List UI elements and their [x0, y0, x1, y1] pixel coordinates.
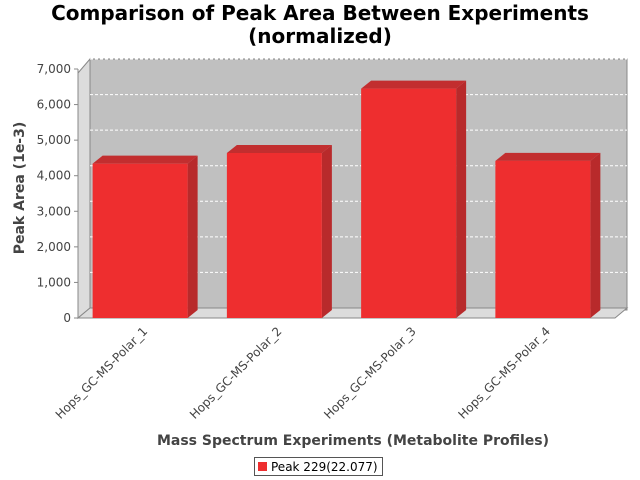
y-tick-label-3: 3,000: [37, 204, 71, 218]
bar-4: [495, 152, 601, 318]
y-tick-label-5: 5,000: [37, 133, 71, 147]
bar-side-4: [590, 152, 601, 318]
bar-3: [361, 80, 467, 319]
bar-front-2: [226, 152, 322, 318]
y-tick-label-0: 0: [63, 311, 71, 325]
y-axis-ticks: 0 1,000 2,000 3,000 4,000 5,000 6,000 7,000: [37, 62, 78, 325]
x-tick-label-4: Hops_GC-MS-Polar_4: [455, 324, 553, 422]
bar-top-3: [361, 80, 467, 89]
x-tick-label-2: Hops_GC-MS-Polar_2: [187, 324, 285, 422]
legend: Peak 229(22.077): [254, 457, 383, 476]
bar-front-1: [92, 163, 188, 318]
legend-label: Peak 229(22.077): [271, 459, 378, 474]
bar-side-1: [187, 155, 198, 318]
chart-title-line-2: (normalized): [248, 24, 392, 48]
x-tick-label-1: Hops_GC-MS-Polar_1: [53, 324, 151, 422]
chart-title: Comparison of Peak Area Between Experime…: [0, 2, 640, 48]
bar-front-3: [361, 88, 457, 319]
bars: [92, 80, 601, 319]
chart-title-line-1: Comparison of Peak Area Between Experime…: [51, 1, 589, 25]
bar-top-1: [92, 155, 198, 164]
y-tick-label-7: 7,000: [37, 62, 71, 76]
plot-side-wall: [77, 57, 91, 320]
y-tick-label-6: 6,000: [37, 98, 71, 112]
y-tick-label-1: 1,000: [37, 275, 71, 289]
bar-front-4: [495, 160, 591, 318]
legend-swatch: [258, 462, 267, 471]
x-axis-ticks: Hops_GC-MS-Polar_1 Hops_GC-MS-Polar_2 Hops…: [53, 324, 553, 422]
x-axis-title: Mass Spectrum Experiments (Metabolite Pr…: [157, 433, 549, 449]
bar-top-4: [495, 152, 601, 161]
bar-2: [226, 144, 332, 318]
y-tick-label-2: 2,000: [37, 240, 71, 254]
bar-side-2: [321, 144, 332, 318]
x-tick-label-3: Hops_GC-MS-Polar_3: [321, 324, 419, 422]
bar-top-2: [226, 144, 332, 153]
y-tick-label-4: 4,000: [37, 169, 71, 183]
y-axis-title: Peak Area (1e-3): [12, 122, 28, 255]
bar-side-3: [456, 80, 467, 319]
bar-1: [92, 155, 198, 318]
